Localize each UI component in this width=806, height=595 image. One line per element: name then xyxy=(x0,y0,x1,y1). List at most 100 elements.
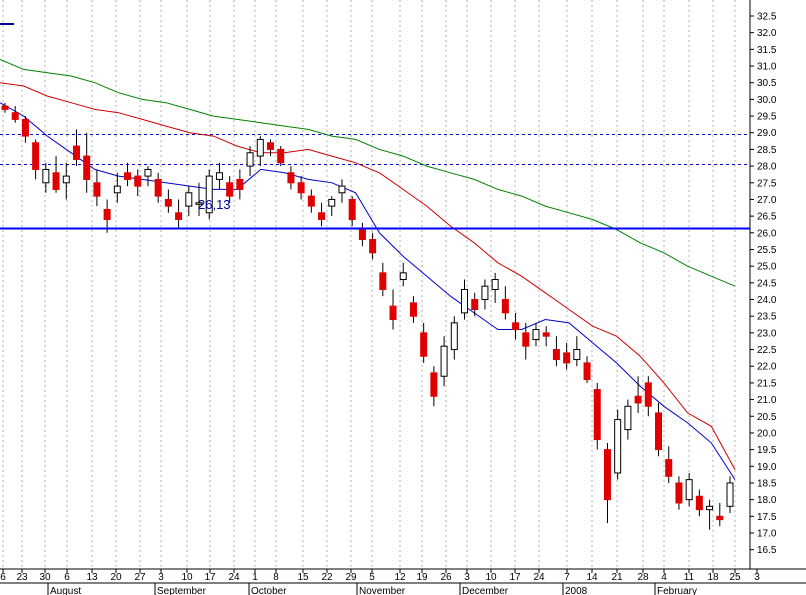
candle-body xyxy=(716,515,724,521)
x-tick-label: 4 xyxy=(661,572,667,583)
candle-body xyxy=(655,412,663,451)
x-tick-label: 27 xyxy=(134,572,146,583)
candle-body xyxy=(552,349,560,361)
x-tick-label: 23 xyxy=(16,572,28,583)
candle-body xyxy=(450,322,458,351)
candle-body xyxy=(266,142,274,150)
y-axis-ticks: 16.5 17.0 17.5 18.0 18.5 19.0 19.5 20.0 20.5 21.0… xyxy=(750,12,777,556)
x-tick-label: 21 xyxy=(611,572,623,583)
candle-body xyxy=(287,172,295,184)
y-tick-label: 24.5 xyxy=(757,278,777,289)
candle-body xyxy=(277,148,285,164)
y-tick-label: 25.5 xyxy=(757,245,777,256)
candle-body xyxy=(603,449,611,501)
candlesticks xyxy=(1,102,734,530)
candle-body xyxy=(205,175,213,214)
y-tick-label: 18.0 xyxy=(757,495,777,506)
y-tick-label: 28.5 xyxy=(757,145,777,156)
x-tick-label: 25 xyxy=(729,572,741,583)
x-tick-label: 6 xyxy=(0,572,6,583)
candle-body xyxy=(144,168,152,177)
y-tick-label: 19.0 xyxy=(757,462,777,473)
candle-body xyxy=(164,198,172,207)
candle-body xyxy=(72,145,80,160)
y-tick-label: 23.5 xyxy=(757,312,777,323)
candle-body xyxy=(256,138,264,157)
candle-body xyxy=(665,459,673,477)
candle-body xyxy=(532,329,540,341)
y-tick-label: 26.0 xyxy=(757,228,777,239)
x-tick-label: 17 xyxy=(509,572,521,583)
plot-background xyxy=(0,0,750,569)
candle-body xyxy=(379,272,387,291)
x-tick-label: 22 xyxy=(321,572,333,583)
y-tick-label: 31.0 xyxy=(757,62,777,73)
candle-body xyxy=(1,105,9,110)
x-tick-label: 3 xyxy=(464,572,470,583)
x-tick-label: 14 xyxy=(586,572,598,583)
candle-body xyxy=(52,172,60,190)
candle-body xyxy=(481,285,489,301)
candle-body xyxy=(726,482,734,507)
x-tick-label: 7 xyxy=(564,572,570,583)
candle-body xyxy=(409,302,417,317)
candle-body xyxy=(236,178,244,190)
candle-body xyxy=(307,195,315,207)
x-tick-label: 6 xyxy=(64,572,70,583)
y-tick-label: 18.5 xyxy=(757,478,777,489)
y-tick-label: 25.0 xyxy=(757,262,777,273)
y-tick-label: 22.5 xyxy=(757,345,777,356)
y-tick-label: 32.5 xyxy=(757,12,777,23)
candle-body xyxy=(328,198,336,207)
y-tick-label: 28.0 xyxy=(757,162,777,173)
x-tick-label: 10 xyxy=(181,572,193,583)
month-label: August xyxy=(50,586,81,595)
y-tick-label: 21.5 xyxy=(757,378,777,389)
candle-body xyxy=(42,168,50,184)
x-tick-label: 28 xyxy=(637,572,649,583)
candle-body xyxy=(103,208,111,220)
candle-body xyxy=(318,212,326,220)
y-tick-label: 27.0 xyxy=(757,195,777,206)
y-tick-label: 19.5 xyxy=(757,445,777,456)
y-tick-label: 24.0 xyxy=(757,295,777,306)
y-tick-label: 31.5 xyxy=(757,45,777,56)
candle-body xyxy=(226,182,234,197)
y-tick-label: 32.0 xyxy=(757,28,777,39)
month-label: December xyxy=(462,586,509,595)
candle-body xyxy=(614,419,622,474)
candle-body xyxy=(175,212,183,220)
candle-body xyxy=(195,202,203,205)
x-tick-label: 8 xyxy=(273,572,279,583)
x-tick-label: 26 xyxy=(440,572,452,583)
candle-body xyxy=(215,172,223,180)
candle-body xyxy=(501,299,509,314)
candle-body xyxy=(113,185,121,194)
candle-body xyxy=(358,228,366,240)
candle-body xyxy=(522,332,530,347)
month-label: 2008 xyxy=(565,586,588,595)
candle-body xyxy=(399,272,407,281)
x-tick-label: 18 xyxy=(707,572,719,583)
x-tick-label: 5 xyxy=(369,572,375,583)
candle-body xyxy=(644,382,652,407)
candle-body xyxy=(185,192,193,207)
candle-body xyxy=(124,172,132,180)
x-axis-ticks: 6 23 30 6 13 20 27 3 10 17 24 1 8 15 22 29 5 12 19 26 3 10 17 2… xyxy=(0,569,760,583)
candle-body xyxy=(624,405,632,431)
month-label: February xyxy=(657,586,697,595)
candle-body xyxy=(634,395,642,404)
x-tick-label: 10 xyxy=(485,572,497,583)
candle-body xyxy=(512,322,520,331)
y-tick-label: 29.5 xyxy=(757,112,777,123)
horizontal-levels xyxy=(0,134,750,165)
candle-body xyxy=(685,479,693,501)
x-tick-label: 19 xyxy=(416,572,428,583)
support-line-label: 26,13 xyxy=(198,197,231,212)
candle-body xyxy=(32,142,40,170)
x-tick-label: 13 xyxy=(86,572,98,583)
candle-body xyxy=(430,372,438,397)
x-tick-label: 17 xyxy=(204,572,216,583)
moving-average-line xyxy=(0,102,736,480)
